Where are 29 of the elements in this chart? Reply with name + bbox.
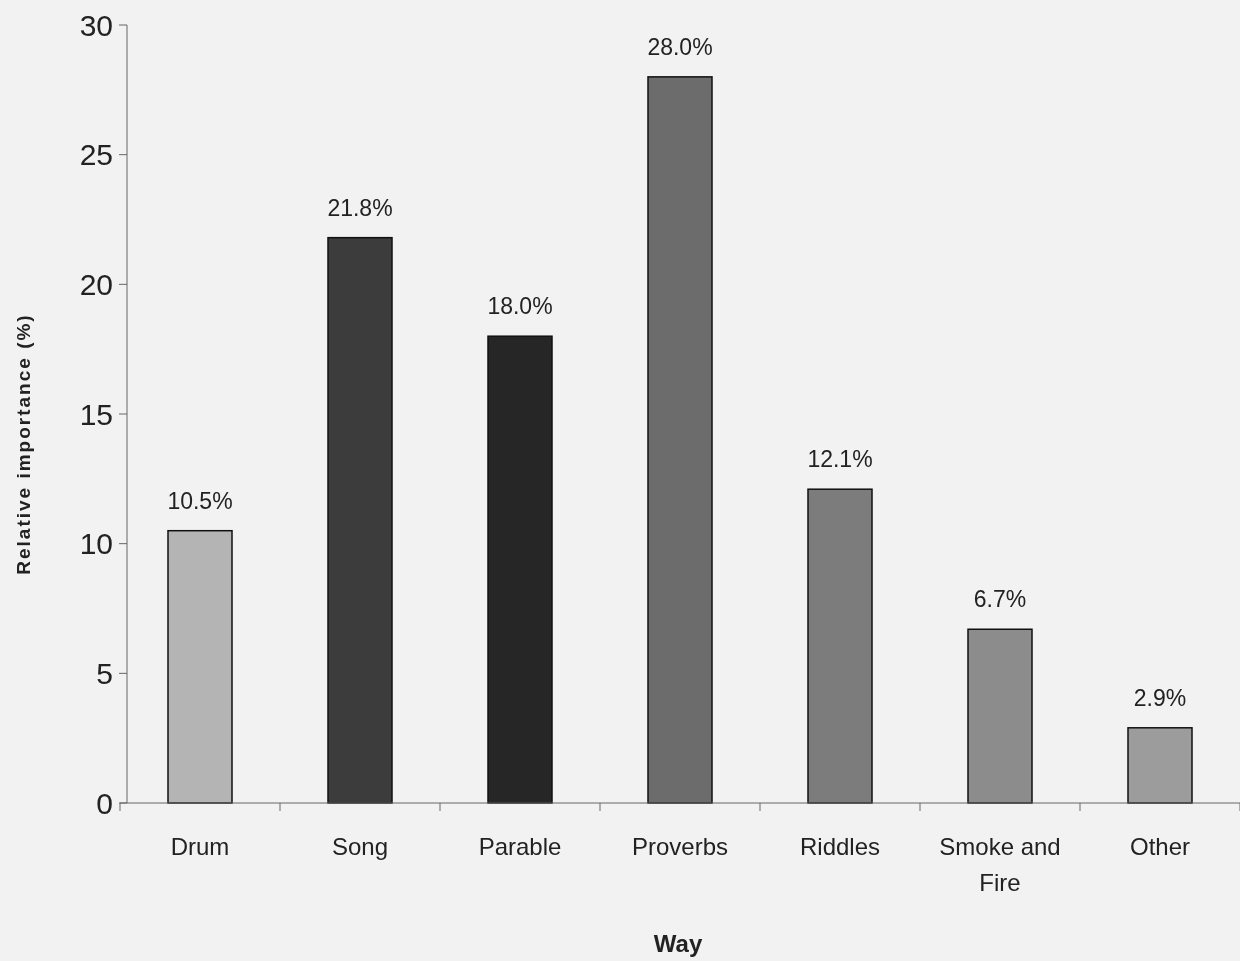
data-label: 21.8% <box>327 194 393 221</box>
x-axis-title: Way <box>653 930 703 957</box>
data-label: 10.5% <box>167 487 233 514</box>
y-tick-label: 10 <box>79 527 113 561</box>
y-tick-label: 0 <box>96 786 113 820</box>
y-axis-title: Relative importance (%) <box>13 313 34 575</box>
x-tick-label: Smoke and Fire <box>939 833 1061 896</box>
x-tick-label: Parable <box>478 833 562 860</box>
x-tick-label: Proverbs <box>631 833 729 860</box>
data-label: 28.0% <box>647 33 713 60</box>
bar <box>1127 727 1193 804</box>
y-tick-label: 30 <box>79 8 113 42</box>
data-label: 2.9% <box>1133 684 1187 711</box>
y-tick-label: 20 <box>79 267 113 301</box>
x-tick-label: Other <box>1129 833 1191 860</box>
x-tick-label: Song <box>331 833 389 860</box>
x-tick-label: Riddles <box>799 833 881 860</box>
y-tick-label: 15 <box>79 397 113 431</box>
y-tick-label: 25 <box>79 138 113 172</box>
bar <box>167 529 233 804</box>
y-tick-label: 5 <box>96 656 113 690</box>
bar <box>487 335 553 804</box>
x-tick-label: Drum <box>170 833 230 860</box>
bar <box>327 236 393 804</box>
data-label: 6.7% <box>973 586 1027 613</box>
bar <box>807 488 873 804</box>
data-label: 12.1% <box>807 446 873 473</box>
data-label: 18.0% <box>487 293 553 320</box>
bar <box>967 628 1033 804</box>
